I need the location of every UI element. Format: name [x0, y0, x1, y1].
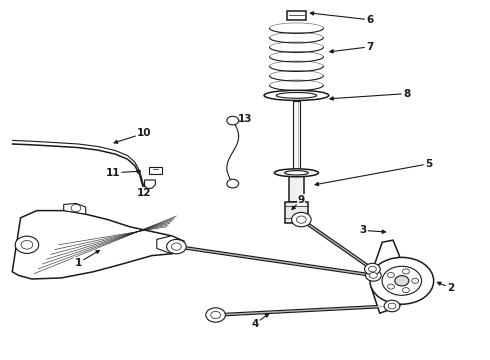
Text: 3: 3: [359, 225, 386, 235]
Text: 2: 2: [438, 282, 454, 293]
Circle shape: [170, 240, 183, 250]
Text: 5: 5: [315, 159, 432, 186]
Text: 4: 4: [251, 314, 269, 329]
Circle shape: [71, 204, 81, 212]
Polygon shape: [157, 236, 184, 254]
Ellipse shape: [285, 171, 308, 175]
Circle shape: [402, 288, 409, 293]
FancyBboxPatch shape: [287, 11, 306, 20]
Polygon shape: [12, 211, 184, 279]
Circle shape: [412, 278, 418, 283]
Circle shape: [384, 300, 400, 312]
Polygon shape: [371, 240, 404, 313]
Text: 8: 8: [330, 89, 410, 100]
Text: 13: 13: [236, 114, 252, 124]
Circle shape: [21, 240, 33, 249]
Text: 9: 9: [292, 195, 305, 210]
Circle shape: [206, 308, 225, 322]
Circle shape: [365, 263, 380, 275]
Ellipse shape: [264, 90, 329, 100]
FancyBboxPatch shape: [289, 173, 304, 202]
Circle shape: [388, 303, 396, 309]
Circle shape: [366, 270, 381, 281]
Text: 7: 7: [330, 42, 374, 53]
Circle shape: [368, 266, 376, 272]
Circle shape: [369, 273, 377, 278]
Circle shape: [167, 239, 186, 254]
Circle shape: [388, 273, 394, 278]
Text: 6: 6: [310, 12, 373, 25]
Circle shape: [292, 212, 311, 227]
Text: 12: 12: [137, 186, 152, 198]
Circle shape: [15, 236, 39, 253]
Circle shape: [227, 116, 239, 125]
Circle shape: [296, 216, 306, 223]
Text: 10: 10: [114, 128, 152, 143]
FancyBboxPatch shape: [149, 167, 162, 174]
Circle shape: [227, 179, 239, 188]
Circle shape: [172, 243, 181, 250]
Ellipse shape: [276, 93, 317, 98]
Circle shape: [370, 257, 434, 304]
Text: 1: 1: [75, 251, 99, 268]
Text: 11: 11: [105, 168, 141, 178]
Polygon shape: [145, 180, 155, 188]
Ellipse shape: [274, 169, 318, 177]
FancyBboxPatch shape: [285, 202, 308, 223]
Circle shape: [211, 311, 220, 319]
FancyBboxPatch shape: [293, 101, 300, 173]
Circle shape: [382, 266, 421, 295]
Circle shape: [402, 269, 409, 274]
Polygon shape: [64, 203, 86, 214]
Circle shape: [388, 284, 394, 289]
Circle shape: [395, 276, 409, 286]
